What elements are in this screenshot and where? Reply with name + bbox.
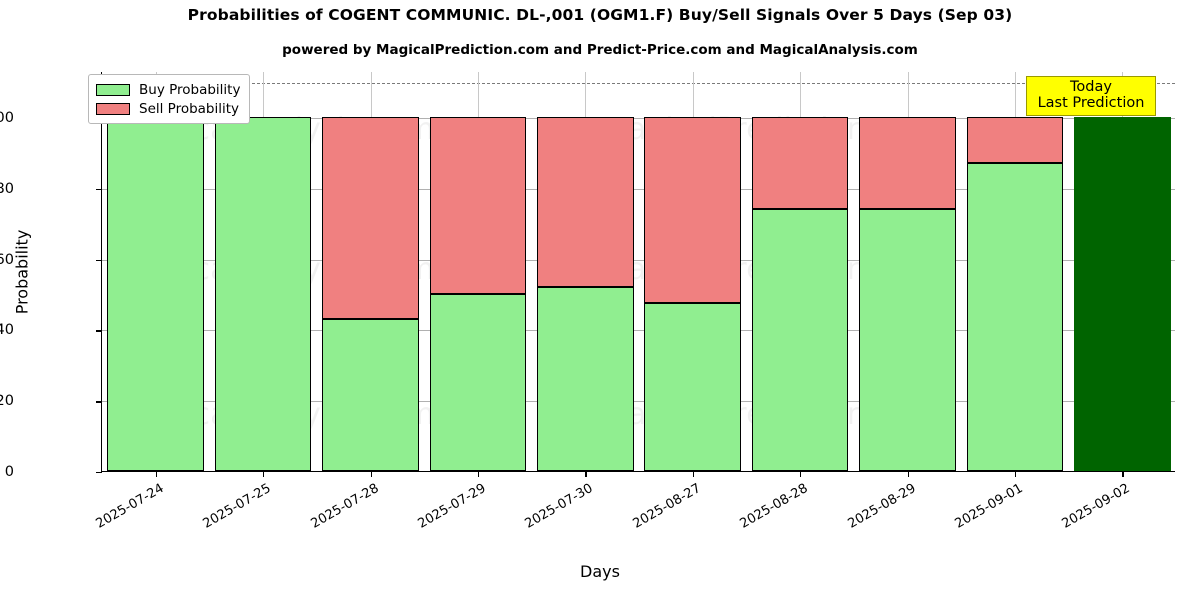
chart-title: Probabilities of COGENT COMMUNIC. DL-,00… [187, 6, 1013, 24]
legend-swatch-buy [96, 83, 130, 96]
bar-segment-sell[interactable] [536, 117, 634, 287]
bar-segment-buy[interactable] [107, 117, 205, 471]
bar-segment-buy[interactable] [966, 163, 1064, 471]
x-tick-label: 2025-08-27 [630, 481, 704, 532]
x-tick-label: 2025-09-01 [952, 481, 1026, 532]
y-tick-label: 0 [4, 464, 14, 480]
x-tick-mark [907, 471, 909, 477]
plot-area: MagicalAnalysis.comMagicalPrediction.com… [96, 71, 1175, 477]
bar-group[interactable] [644, 71, 742, 471]
bar-segment-today[interactable] [1073, 117, 1171, 471]
bar-group[interactable] [859, 71, 956, 471]
y-tick-label: 20 [0, 393, 14, 410]
today-box-line1: Today [1070, 79, 1112, 95]
x-tick-mark [800, 471, 802, 477]
bar-segment-sell[interactable] [644, 117, 742, 303]
bar-segment-sell[interactable] [322, 117, 419, 319]
bar-group[interactable] [107, 71, 205, 471]
y-gridline [102, 118, 1175, 120]
x-tick-mark [477, 471, 480, 477]
legend-item-buy: Buy Probability [96, 80, 240, 99]
bar-segment-buy[interactable] [429, 294, 527, 471]
x-tick-label: 2025-08-29 [845, 481, 918, 532]
y-tick-label: 100 [0, 110, 14, 127]
chart-subtitle: powered by MagicalPrediction.com and Pre… [282, 42, 918, 58]
legend-label-buy: Buy Probability [139, 81, 241, 98]
reference-dashed-line [102, 82, 1175, 84]
bar-group[interactable] [322, 71, 419, 471]
chart-legend: Buy Probability Sell Probability [88, 74, 251, 124]
x-tick-label: 2025-09-02 [1059, 481, 1133, 532]
x-tick-mark [1014, 471, 1017, 477]
y-tick-mark [96, 330, 102, 332]
y-tick-label: 40 [0, 322, 14, 339]
bar-group[interactable] [1073, 71, 1171, 471]
bar-segment-buy[interactable] [644, 302, 742, 471]
x-tick-mark [155, 471, 158, 477]
bar-segment-buy[interactable] [536, 286, 634, 471]
bar-group[interactable] [214, 71, 312, 471]
x-axis-label: Days [580, 562, 620, 581]
x-tick-mark [585, 471, 587, 477]
bar-group[interactable] [751, 71, 849, 471]
y-axis-label: Probability [12, 229, 32, 315]
y-tick-mark [96, 472, 102, 474]
y-tick-mark [96, 259, 102, 261]
x-tick-mark [692, 471, 695, 477]
bar-segment-buy[interactable] [214, 117, 312, 471]
today-box-line2: Last Prediction [1037, 95, 1145, 112]
x-tick-label: 2025-07-25 [200, 481, 274, 532]
legend-item-sell: Sell Probability [96, 99, 240, 118]
bar-segment-sell[interactable] [859, 117, 956, 210]
bar-segment-sell[interactable] [429, 117, 527, 295]
today-last-prediction-box: Today Last Prediction [1026, 76, 1156, 117]
y-tick-mark [96, 401, 102, 403]
bar-segment-buy[interactable] [751, 209, 849, 471]
y-tick-label: 60 [0, 251, 14, 268]
y-tick-label: 80 [0, 180, 14, 197]
x-tick-label: 2025-08-28 [737, 481, 811, 532]
bar-group[interactable] [966, 71, 1064, 471]
x-tick-label: 2025-07-28 [308, 481, 381, 532]
bar-group[interactable] [536, 71, 634, 471]
legend-swatch-sell [96, 102, 130, 115]
x-tick-mark [1122, 471, 1124, 477]
x-tick-mark [263, 471, 265, 477]
legend-label-sell: Sell Probability [139, 100, 240, 117]
bar-group[interactable] [429, 71, 527, 471]
x-tick-mark [370, 471, 372, 477]
bar-segment-sell[interactable] [751, 117, 849, 210]
y-gridline [102, 259, 1175, 261]
y-gridline [102, 330, 1175, 332]
x-tick-label: 2025-07-30 [522, 481, 596, 532]
x-tick-label: 2025-07-29 [415, 481, 489, 532]
y-gridline [102, 188, 1175, 190]
x-tick-label: 2025-07-24 [93, 481, 167, 532]
y-gridline [102, 401, 1175, 403]
bar-segment-sell[interactable] [966, 117, 1064, 164]
y-tick-mark [96, 188, 102, 191]
bar-segment-buy[interactable] [322, 318, 419, 471]
bar-segment-buy[interactable] [859, 209, 956, 471]
